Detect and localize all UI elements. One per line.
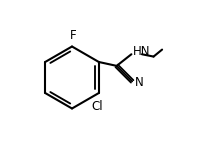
Text: N: N: [135, 76, 143, 89]
Text: F: F: [69, 29, 76, 42]
Text: HN: HN: [133, 45, 150, 58]
Text: Cl: Cl: [91, 100, 103, 113]
